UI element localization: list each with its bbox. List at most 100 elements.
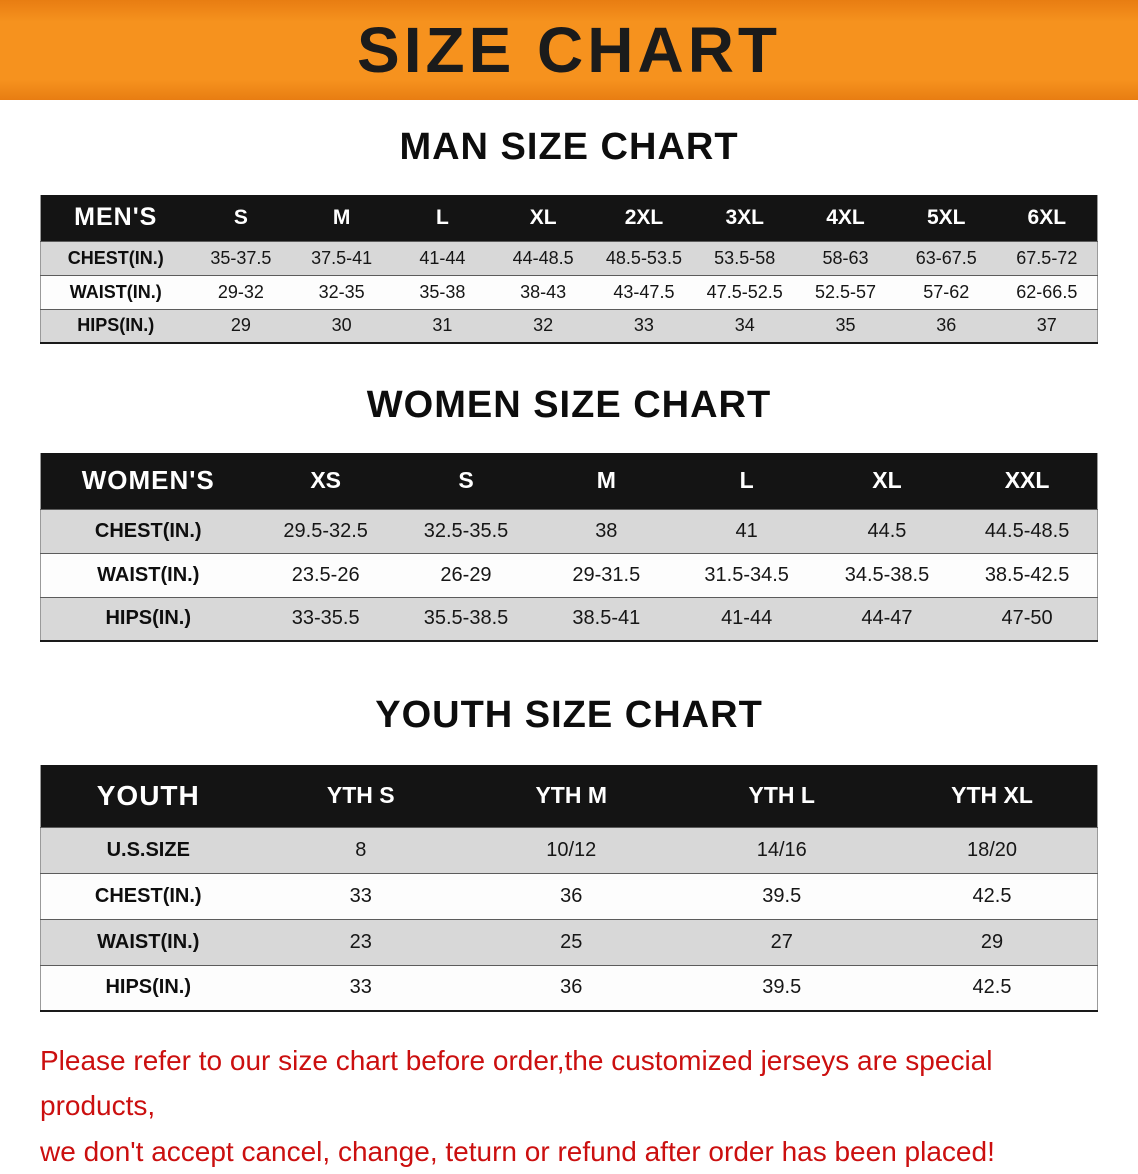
value-cell: 29-32 bbox=[217, 281, 264, 302]
value-cell: 62-66.5 bbox=[1016, 281, 1078, 302]
row-label: WAIST(IN.) bbox=[97, 930, 200, 953]
value-cell: 41-44 bbox=[721, 607, 773, 630]
value-cell: 41-44 bbox=[419, 247, 466, 268]
size-header-cell: XS bbox=[310, 467, 341, 494]
size-header-cell: S bbox=[233, 205, 248, 229]
value-cell: 36 bbox=[560, 976, 583, 999]
value-cell: 48.5-53.5 bbox=[605, 247, 682, 268]
table-row: HIPS(IN.) 33-35.5 35.5-38.5 38.5-41 41-44 44-… bbox=[40, 597, 1098, 641]
section-men: MAN SIZE CHART MEN'S S M L XL 2XL 3XL 4XL 5XL 6XL… bbox=[0, 126, 1138, 344]
size-header-cell: YTH S bbox=[326, 782, 395, 809]
value-cell: 10/12 bbox=[546, 838, 597, 861]
size-header-cell: YTH M bbox=[535, 782, 608, 809]
value-cell: 41 bbox=[735, 519, 758, 542]
value-cell: 32.5-35.5 bbox=[423, 519, 509, 542]
header-row: YOUTH YTH S YTH M YTH L YTH XL bbox=[40, 765, 1098, 827]
value-cell: 29-31.5 bbox=[572, 563, 641, 586]
value-cell: 44-48.5 bbox=[512, 247, 574, 268]
disclaimer: Please refer to our size chart before or… bbox=[40, 1038, 1100, 1174]
table-row: WAIST(IN.) 23 25 27 29 bbox=[40, 919, 1098, 965]
table-title-cell: WOMEN'S bbox=[81, 465, 215, 496]
row-label: WAIST(IN.) bbox=[69, 281, 162, 302]
value-cell: 33 bbox=[349, 976, 372, 999]
value-cell: 42.5 bbox=[972, 884, 1012, 907]
size-header-cell: S bbox=[458, 467, 474, 494]
value-cell: 33 bbox=[349, 884, 372, 907]
value-cell: 32 bbox=[533, 315, 554, 336]
value-cell: 34 bbox=[734, 315, 755, 336]
women-size-table: WOMEN'S XS S M L XL XXL CHEST(IN.) 29.5-32.5 32.5… bbox=[40, 453, 1098, 642]
row-label: HIPS(IN.) bbox=[77, 315, 155, 336]
size-header-cell: 5XL bbox=[926, 205, 966, 229]
value-cell: 36 bbox=[936, 315, 957, 336]
value-cell: 36 bbox=[560, 884, 583, 907]
header-row: WOMEN'S XS S M L XL XXL bbox=[40, 453, 1098, 509]
value-cell: 44-47 bbox=[861, 607, 913, 630]
row-label: U.S.SIZE bbox=[106, 838, 190, 861]
value-cell: 35-37.5 bbox=[210, 247, 272, 268]
value-cell: 37 bbox=[1036, 315, 1057, 336]
value-cell: 53.5-58 bbox=[714, 247, 776, 268]
value-cell: 30 bbox=[331, 315, 352, 336]
value-cell: 44.5 bbox=[867, 519, 907, 542]
size-header-cell: XXL bbox=[1004, 467, 1050, 494]
value-cell: 23 bbox=[349, 930, 372, 953]
value-cell: 63-67.5 bbox=[915, 247, 977, 268]
header-row: MEN'S S M L XL 2XL 3XL 4XL 5XL 6XL bbox=[40, 195, 1098, 241]
value-cell: 38.5-42.5 bbox=[984, 563, 1070, 586]
size-header-cell: 3XL bbox=[725, 205, 764, 229]
value-cell: 31 bbox=[432, 315, 453, 336]
value-cell: 29 bbox=[230, 315, 251, 336]
size-header-cell: XL bbox=[529, 205, 557, 229]
table-title-cell: YOUTH bbox=[96, 779, 200, 811]
value-cell: 26-29 bbox=[440, 563, 492, 586]
value-cell: 27 bbox=[770, 930, 793, 953]
banner: SIZE CHART bbox=[0, 0, 1138, 100]
table-row: CHEST(IN.) 29.5-32.5 32.5-35.5 38 41 44.5 44.5… bbox=[40, 509, 1098, 553]
size-header-cell: M bbox=[332, 205, 351, 229]
value-cell: 57-62 bbox=[923, 281, 970, 302]
value-cell: 34.5-38.5 bbox=[844, 563, 930, 586]
size-header-cell: M bbox=[596, 467, 616, 494]
men-chart-heading: MAN SIZE CHART bbox=[399, 126, 739, 168]
value-cell: 52.5-57 bbox=[814, 281, 876, 302]
value-cell: 35.5-38.5 bbox=[423, 607, 509, 630]
page-title: SIZE CHART bbox=[357, 14, 781, 86]
value-cell: 43-47.5 bbox=[613, 281, 675, 302]
table-row: HIPS(IN.) 33 36 39.5 42.5 bbox=[40, 965, 1098, 1011]
value-cell: 58-63 bbox=[822, 247, 869, 268]
size-header-cell: YTH L bbox=[748, 782, 815, 809]
size-header-cell: 6XL bbox=[1027, 205, 1067, 229]
size-header-cell: L bbox=[739, 467, 754, 494]
value-cell: 67.5-72 bbox=[1016, 247, 1078, 268]
value-cell: 37.5-41 bbox=[311, 247, 373, 268]
value-cell: 33 bbox=[633, 315, 654, 336]
value-cell: 38.5-41 bbox=[572, 607, 641, 630]
youth-chart-heading: YOUTH SIZE CHART bbox=[375, 694, 763, 736]
row-label: HIPS(IN.) bbox=[105, 976, 192, 999]
value-cell: 47.5-52.5 bbox=[706, 281, 783, 302]
value-cell: 35 bbox=[835, 315, 856, 336]
table-title-cell: MEN'S bbox=[74, 203, 158, 232]
table-row: HIPS(IN.) 29 30 31 32 33 34 35 36 37 bbox=[40, 309, 1098, 343]
value-cell: 32-35 bbox=[318, 281, 365, 302]
value-cell: 33-35.5 bbox=[291, 607, 360, 630]
value-cell: 38-43 bbox=[520, 281, 567, 302]
men-size-table: MEN'S S M L XL 2XL 3XL 4XL 5XL 6XL CHEST(IN.) 35-37… bbox=[40, 195, 1098, 344]
row-label: CHEST(IN.) bbox=[94, 884, 202, 907]
content: MAN SIZE CHART MEN'S S M L XL 2XL 3XL 4XL 5XL 6XL… bbox=[0, 126, 1138, 1012]
section-women: WOMEN SIZE CHART WOMEN'S XS S M L XL XXL CHEST(… bbox=[0, 384, 1138, 642]
value-cell: 35-38 bbox=[419, 281, 466, 302]
youth-size-table: YOUTH YTH S YTH M YTH L YTH XL U.S.SIZE 8 10/12… bbox=[40, 765, 1098, 1012]
table-row: WAIST(IN.) 29-32 32-35 35-38 38-43 43-47.5 47.… bbox=[40, 275, 1098, 309]
value-cell: 38 bbox=[595, 519, 618, 542]
value-cell: 23.5-26 bbox=[291, 563, 360, 586]
value-cell: 14/16 bbox=[756, 838, 807, 861]
row-label: HIPS(IN.) bbox=[105, 607, 192, 630]
table-row: CHEST(IN.) 33 36 39.5 42.5 bbox=[40, 873, 1098, 919]
value-cell: 8 bbox=[355, 838, 367, 861]
section-youth: YOUTH SIZE CHART YOUTH YTH S YTH M YTH L YTH… bbox=[0, 694, 1138, 1012]
value-cell: 44.5-48.5 bbox=[984, 519, 1070, 542]
table-row: CHEST(IN.) 35-37.5 37.5-41 41-44 44-48.5 48.5… bbox=[40, 241, 1098, 275]
